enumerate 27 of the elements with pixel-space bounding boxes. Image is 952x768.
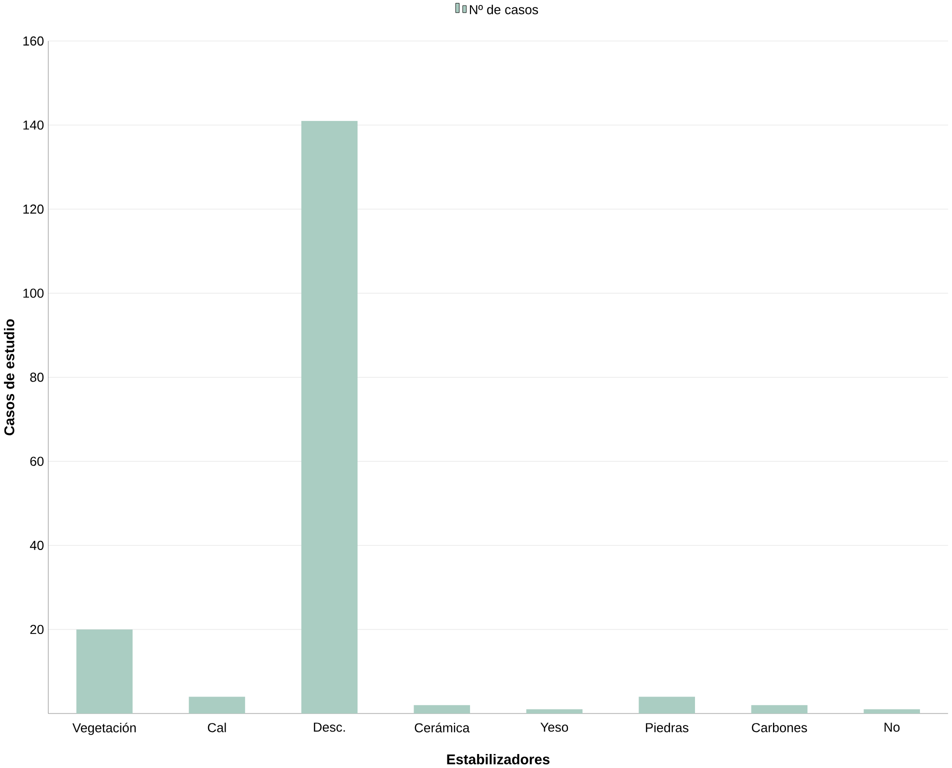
y-tick-label: 140 xyxy=(23,120,44,130)
x-tick-label: No xyxy=(884,722,900,732)
x-tick-label: Desc. xyxy=(314,722,345,732)
y-tick-label: 80 xyxy=(30,372,44,382)
bar xyxy=(864,709,920,714)
y-tick-label: 20 xyxy=(30,624,44,634)
y-axis-title: Casos de estudio xyxy=(4,319,14,436)
x-axis-title: Estabilizadores xyxy=(447,754,550,764)
x-tick-label: Cal xyxy=(208,722,226,732)
legend-label: Nº de casos xyxy=(470,4,538,14)
bar xyxy=(188,696,246,714)
y-tick-label: 100 xyxy=(23,288,44,298)
x-tick-label: Cerámica xyxy=(414,722,470,732)
y-tick-label: 120 xyxy=(23,204,44,214)
x-tick-label: Carbones xyxy=(752,722,807,732)
y-tick-label: 60 xyxy=(30,456,44,466)
bar xyxy=(76,629,133,714)
bar xyxy=(751,704,808,714)
bar xyxy=(638,696,695,714)
bar xyxy=(414,704,470,714)
x-tick-label: Vegetación xyxy=(72,722,136,735)
x-tick-label: Yeso xyxy=(540,722,568,732)
y-tick-label: 40 xyxy=(30,540,44,550)
x-tick-label: Piedras xyxy=(646,722,688,732)
y-tick-label: 160 xyxy=(23,36,44,46)
bar xyxy=(526,709,583,714)
bar xyxy=(301,120,358,714)
